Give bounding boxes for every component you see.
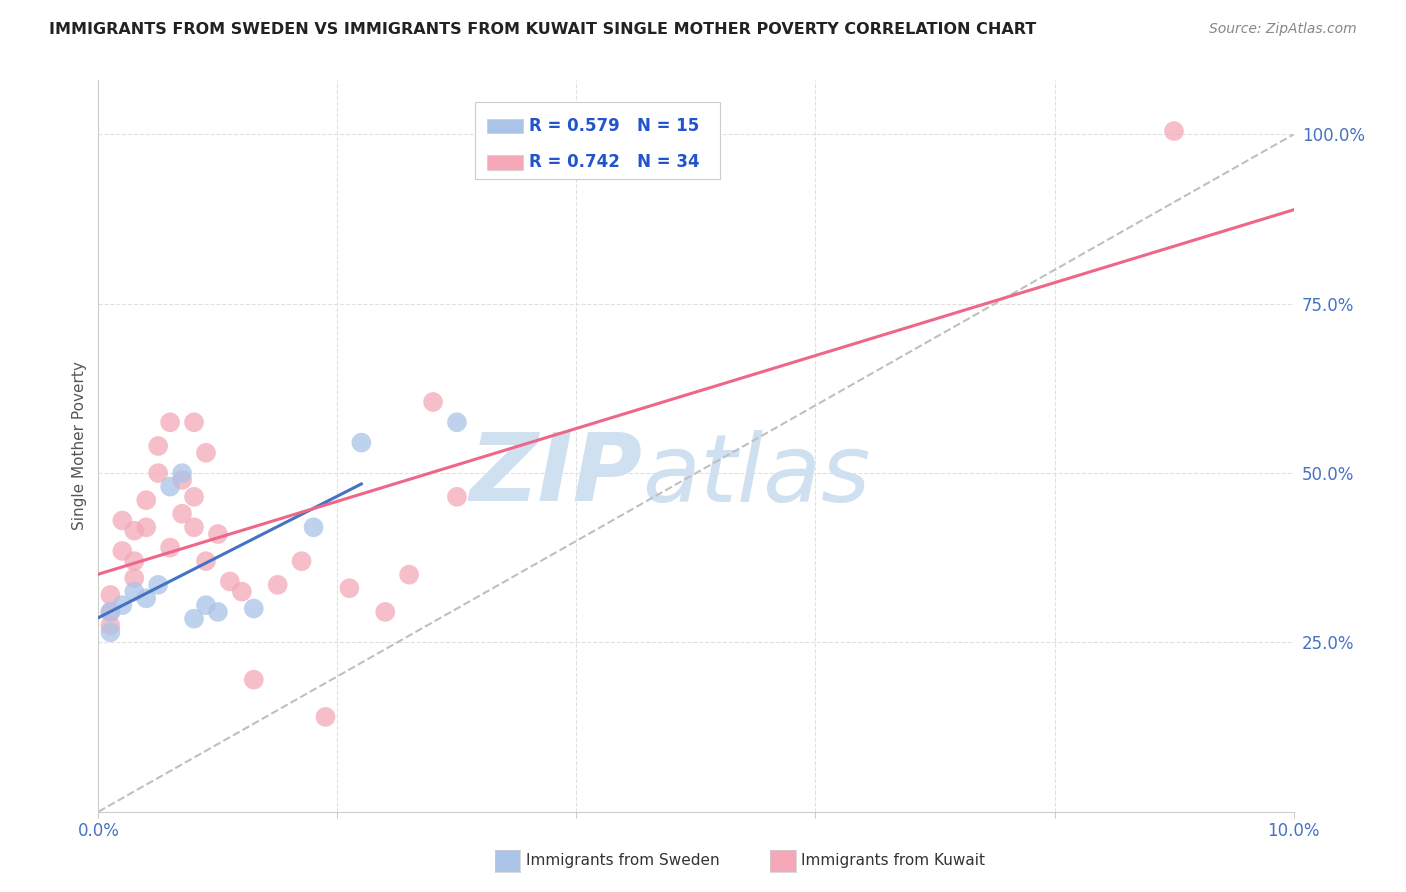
Text: IMMIGRANTS FROM SWEDEN VS IMMIGRANTS FROM KUWAIT SINGLE MOTHER POVERTY CORRELATI: IMMIGRANTS FROM SWEDEN VS IMMIGRANTS FRO… bbox=[49, 22, 1036, 37]
Point bbox=[135, 520, 157, 534]
Point bbox=[267, 578, 290, 592]
Point bbox=[207, 527, 229, 541]
Point bbox=[172, 466, 194, 480]
Point bbox=[207, 605, 229, 619]
Point bbox=[172, 507, 194, 521]
Point bbox=[1163, 124, 1185, 138]
Point bbox=[148, 466, 170, 480]
Point bbox=[291, 554, 314, 568]
Point bbox=[172, 473, 194, 487]
Point bbox=[446, 415, 468, 429]
Point bbox=[422, 395, 444, 409]
Point bbox=[148, 439, 170, 453]
Point bbox=[219, 574, 242, 589]
Point bbox=[111, 598, 134, 612]
Text: R = 0.742   N = 34: R = 0.742 N = 34 bbox=[529, 153, 699, 171]
FancyBboxPatch shape bbox=[486, 119, 523, 134]
Point bbox=[231, 584, 253, 599]
Point bbox=[124, 584, 146, 599]
Text: Immigrants from Sweden: Immigrants from Sweden bbox=[526, 854, 720, 868]
Point bbox=[195, 446, 218, 460]
Point bbox=[315, 710, 337, 724]
Point bbox=[350, 435, 373, 450]
Point bbox=[339, 581, 361, 595]
Text: R = 0.579   N = 15: R = 0.579 N = 15 bbox=[529, 117, 699, 135]
Point bbox=[98, 605, 122, 619]
Point bbox=[98, 605, 122, 619]
Point bbox=[148, 578, 170, 592]
Point bbox=[98, 618, 122, 632]
Y-axis label: Single Mother Poverty: Single Mother Poverty bbox=[72, 361, 87, 531]
Point bbox=[195, 598, 218, 612]
Point bbox=[135, 493, 157, 508]
Point bbox=[159, 480, 181, 494]
Text: ZIP: ZIP bbox=[470, 429, 643, 521]
FancyBboxPatch shape bbox=[486, 155, 523, 169]
Point bbox=[302, 520, 325, 534]
Point bbox=[195, 554, 218, 568]
Point bbox=[111, 514, 134, 528]
Point bbox=[98, 625, 122, 640]
Point bbox=[124, 524, 146, 538]
Point bbox=[398, 567, 420, 582]
Point bbox=[111, 544, 134, 558]
Point bbox=[124, 554, 146, 568]
Point bbox=[183, 490, 205, 504]
Point bbox=[183, 415, 205, 429]
Text: Immigrants from Kuwait: Immigrants from Kuwait bbox=[801, 854, 986, 868]
Point bbox=[159, 541, 181, 555]
Point bbox=[159, 415, 181, 429]
Point bbox=[446, 490, 468, 504]
Point bbox=[124, 571, 146, 585]
Point bbox=[135, 591, 157, 606]
FancyBboxPatch shape bbox=[475, 103, 720, 179]
Point bbox=[98, 588, 122, 602]
Text: atlas: atlas bbox=[643, 430, 870, 521]
Text: Source: ZipAtlas.com: Source: ZipAtlas.com bbox=[1209, 22, 1357, 37]
Point bbox=[374, 605, 396, 619]
Point bbox=[183, 520, 205, 534]
Point bbox=[243, 673, 266, 687]
Point bbox=[183, 612, 205, 626]
Point bbox=[243, 601, 266, 615]
